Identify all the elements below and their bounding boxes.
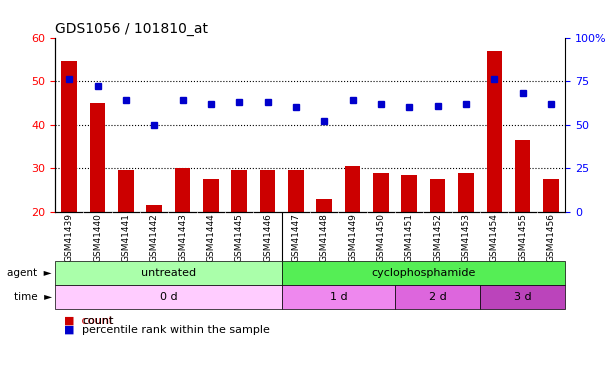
Bar [118, 171, 134, 212]
Bar [260, 171, 276, 212]
Bar [147, 206, 162, 212]
Text: 3 d: 3 d [514, 292, 532, 302]
Text: percentile rank within the sample: percentile rank within the sample [82, 325, 270, 335]
Bar [373, 172, 389, 212]
Bar [458, 172, 474, 212]
Bar [401, 175, 417, 212]
Text: time  ►: time ► [14, 292, 52, 302]
Bar [543, 179, 559, 212]
Text: GDS1056 / 101810_at: GDS1056 / 101810_at [55, 22, 208, 36]
Bar [316, 199, 332, 212]
Bar [55, 261, 282, 285]
Bar [232, 171, 247, 212]
Bar [55, 285, 282, 309]
Text: 0 d: 0 d [159, 292, 177, 302]
Text: 2 d: 2 d [429, 292, 447, 302]
Bar [175, 168, 191, 212]
Text: 1 d: 1 d [329, 292, 347, 302]
Bar [486, 51, 502, 212]
Text: cyclophosphamide: cyclophosphamide [371, 268, 475, 278]
Bar [203, 179, 219, 212]
Text: untreated: untreated [141, 268, 196, 278]
Text: ■  count: ■ count [64, 316, 113, 326]
Bar [345, 166, 360, 212]
Bar [282, 285, 395, 309]
Bar [61, 62, 77, 212]
Bar [480, 285, 565, 309]
Text: count: count [82, 316, 114, 326]
Bar [288, 171, 304, 212]
Text: agent  ►: agent ► [7, 268, 52, 278]
Text: ■: ■ [64, 325, 75, 335]
Bar [90, 103, 105, 212]
Bar [282, 261, 565, 285]
Bar [430, 179, 445, 212]
Bar [395, 285, 480, 309]
Bar [515, 140, 530, 212]
